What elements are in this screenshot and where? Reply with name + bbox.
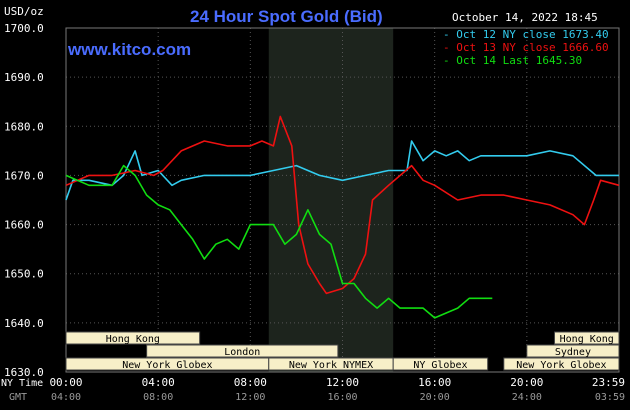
x-tick-ny: 23:59: [592, 376, 625, 389]
watermark: www.kitco.com: [67, 40, 191, 59]
legend-entry: - Oct 14 Last 1645.30: [443, 54, 582, 67]
x-tick-gmt: 20:00: [420, 392, 450, 403]
legend-entry: - Oct 13 NY close 1666.60: [443, 41, 609, 54]
y-tick-label: 1700.0: [4, 22, 44, 35]
gmt-label: GMT: [9, 392, 27, 403]
x-tick-gmt: 16:00: [327, 392, 357, 403]
legend-entry: - Oct 12 NY close 1673.40: [443, 28, 609, 41]
series-layer: [65, 115, 620, 319]
y-unit-label: USD/oz: [4, 5, 44, 18]
x-tick-ny: 00:00: [49, 376, 82, 389]
x-tick-ny: 04:00: [142, 376, 175, 389]
session-box: [526, 344, 620, 358]
y-tick-label: 1690.0: [4, 71, 44, 84]
session-label: Hong Kong: [106, 334, 160, 345]
session-label: London: [224, 347, 260, 358]
y-tick-label: 1630.0: [4, 366, 44, 379]
session-label: Sydney: [555, 347, 591, 358]
chart-title: 24 Hour Spot Gold (Bid): [190, 7, 383, 26]
x-tick-gmt: 08:00: [143, 392, 173, 403]
x-tick-gmt: 04:00: [51, 392, 81, 403]
y-tick-label: 1680.0: [4, 120, 44, 133]
y-tick-label: 1660.0: [4, 219, 44, 232]
session-box: [553, 331, 620, 345]
x-tick-ny: 12:00: [326, 376, 359, 389]
x-tick-gmt: 24:00: [512, 392, 542, 403]
session-label: NY Globex: [413, 360, 467, 371]
x-tick-ny: 20:00: [510, 376, 543, 389]
series-line: [65, 115, 620, 295]
timestamp: October 14, 2022 18:45: [452, 11, 598, 24]
ny-time-label: NY Time: [1, 378, 43, 389]
x-tick-gmt: 12:00: [235, 392, 265, 403]
legend: - Oct 12 NY close 1673.40- Oct 13 NY clo…: [443, 28, 609, 67]
session-box: [65, 331, 201, 345]
x-tick-gmt: 03:59: [595, 392, 625, 403]
y-tick-label: 1670.0: [4, 169, 44, 182]
nymex-highlight: [268, 28, 394, 372]
session-label: New York Globex: [516, 360, 606, 371]
x-tick-ny: 16:00: [418, 376, 451, 389]
session-box: [392, 357, 489, 371]
y-tick-label: 1650.0: [4, 268, 44, 281]
x-tick-ny: 08:00: [234, 376, 267, 389]
sessions-layer: Hong Kong London New York Globex New York N…: [65, 331, 620, 371]
nymex-highlight-layer: [268, 28, 394, 372]
session-label: Hong Kong: [560, 334, 614, 345]
session-label: New York Globex: [122, 360, 212, 371]
x-axis: 00:00 04:00 08:00 12:00 16:00 20:00 23:59 04:00…: [49, 376, 625, 403]
series-line: [65, 164, 493, 319]
session-box: [503, 357, 620, 371]
session-label: New York NYMEX: [289, 360, 373, 371]
y-axis: 1700.0 1690.0 1680.0 1670.0 1660.0 1650.0 1640…: [4, 22, 44, 379]
y-tick-label: 1640.0: [4, 317, 44, 330]
series-line: [65, 140, 619, 201]
session-box: [146, 344, 339, 358]
